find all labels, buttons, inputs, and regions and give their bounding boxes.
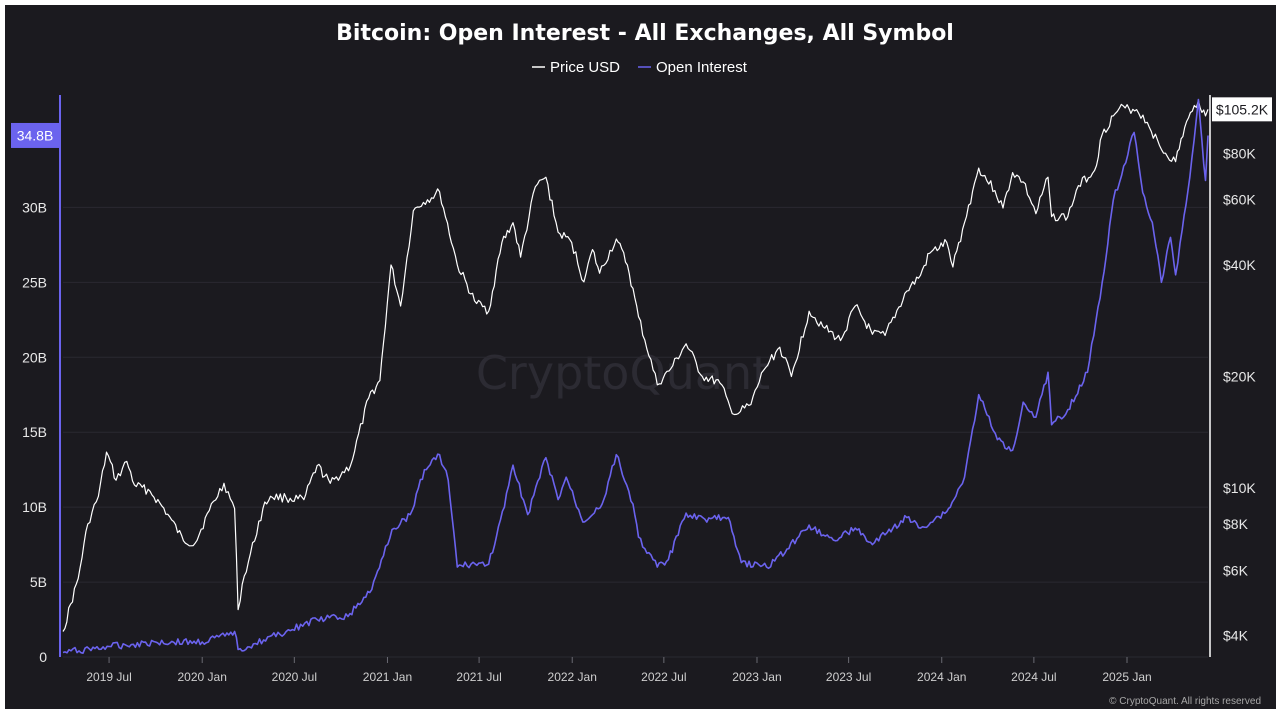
grid [63,206,1208,658]
x-tick-label: 2023 Jul [826,670,871,684]
left-tick-label: 15B [22,424,47,440]
x-tick-label: 2021 Jul [456,670,501,684]
chart-svg: Bitcoin: Open Interest - All Exchanges, … [11,21,1272,707]
chart-frame: Bitcoin: Open Interest - All Exchanges, … [5,5,1276,709]
legend-open-interest-label[interactable]: Open Interest [656,59,748,76]
legend-price-label[interactable]: Price USD [550,59,620,76]
right-tick-label: $80K [1223,145,1256,161]
left-tick-label: 0 [39,649,47,665]
copyright-text: © CryptoQuant. All rights reserved [1109,696,1261,707]
x-tick-label: 2020 Jan [178,670,227,684]
open-interest-badge [11,122,59,148]
right-tick-label: $10K [1223,480,1256,496]
x-tick-label: 2019 Jul [86,670,131,684]
open-interest-line [62,98,1209,654]
left-axis: 0 5B 10B 15B 20B 25B 30B [22,199,47,665]
left-tick-label: 25B [22,274,47,290]
price-current-label: $105.2K [1216,101,1269,117]
x-tick-label: 2023 Jan [732,670,781,684]
right-axis: $4K $6K $8K $10K $20K $40K $60K $80K [1223,145,1256,643]
x-tick-label: 2024 Jul [1011,670,1056,684]
right-tick-label: $20K [1223,369,1256,385]
x-tick-label: 2021 Jan [363,670,412,684]
current-price-marker: $105.2K [1212,97,1272,122]
right-tick-label: $8K [1223,516,1249,532]
price-usd-line [62,100,1209,632]
right-tick-label: $4K [1223,628,1249,644]
legend: Price USD Open Interest [532,59,748,76]
chart-title: Bitcoin: Open Interest - All Exchanges, … [336,21,954,46]
x-axis: 2019 Jul 2020 Jan 2020 Jul 2021 Jan 2021 Jul… [86,657,1152,684]
price-badge [1212,97,1272,122]
left-tick-label: 5B [30,574,47,590]
open-interest-current-label: 34.8B [17,127,54,143]
x-tick-label: 2025 Jan [1102,670,1151,684]
right-tick-label: $6K [1223,562,1249,578]
x-tick-label: 2022 Jan [548,670,597,684]
x-tick-label: 2024 Jan [917,670,966,684]
right-tick-label: $60K [1223,192,1256,208]
left-tick-label: 30B [22,199,47,215]
left-tick-label: 10B [22,499,47,515]
current-open-interest-marker: 34.8B [11,122,59,148]
left-tick-label: 20B [22,349,47,365]
x-tick-label: 2020 Jul [272,670,317,684]
right-tick-label: $40K [1223,257,1256,273]
watermark: CryptoQuant [476,346,770,400]
x-tick-label: 2022 Jul [641,670,686,684]
